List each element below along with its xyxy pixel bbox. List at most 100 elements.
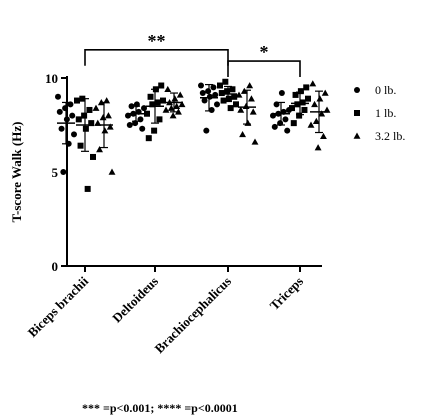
- data-point: [222, 78, 229, 85]
- data-point: [242, 102, 250, 109]
- data-point: [271, 123, 278, 130]
- data-point: [314, 144, 322, 151]
- data-point: [82, 125, 89, 132]
- data-point: [176, 91, 184, 98]
- legend-label: 0 lb.: [375, 83, 396, 97]
- data-point: [244, 119, 252, 126]
- data-point: [249, 108, 257, 115]
- data-point: [212, 91, 219, 98]
- data-point: [296, 112, 303, 119]
- data-point: [311, 100, 319, 108]
- data-point: [86, 106, 93, 113]
- legend-marker: [354, 87, 360, 93]
- data-point: [84, 185, 91, 192]
- data-point: [90, 153, 96, 160]
- legend-marker: [353, 132, 361, 139]
- y-tick-label: 5: [52, 165, 59, 180]
- data-point: [88, 120, 95, 127]
- data-point: [151, 127, 158, 134]
- data-point: [75, 116, 82, 123]
- data-point: [284, 127, 291, 134]
- data-point: [203, 127, 210, 134]
- data-point: [278, 90, 285, 97]
- data-point: [229, 86, 236, 93]
- data-point: [108, 168, 116, 175]
- significance-bracket: [84, 48, 229, 66]
- significance-label: *: [260, 42, 269, 62]
- data-point: [235, 91, 243, 98]
- y-axis-title: T-score Walk (Hz): [9, 122, 24, 223]
- significance-bracket: [227, 60, 301, 78]
- data-point: [81, 112, 88, 119]
- data-point: [74, 97, 80, 104]
- data-point: [162, 106, 170, 113]
- data-point: [303, 84, 310, 91]
- data-point: [56, 108, 63, 115]
- data-point: [171, 95, 179, 102]
- data-point: [217, 82, 223, 89]
- data-point: [69, 112, 76, 119]
- data-point: [77, 142, 84, 149]
- footnote: *** =p<0.001; **** =p<0.0001: [82, 401, 238, 415]
- data-point: [141, 105, 147, 112]
- data-point: [145, 135, 152, 142]
- data-point: [99, 114, 107, 121]
- data-point: [106, 123, 114, 130]
- data-point: [307, 121, 315, 128]
- data-point: [225, 95, 232, 102]
- data-point: [101, 127, 109, 134]
- data-point: [309, 80, 317, 87]
- data-point: [160, 97, 166, 104]
- data-point: [299, 99, 306, 106]
- legend-label: 3.2 lb.: [375, 129, 405, 143]
- data-point: [178, 100, 186, 108]
- data-point: [62, 105, 69, 112]
- data-point: [319, 132, 327, 140]
- data-point: [247, 95, 255, 102]
- data-point: [71, 131, 77, 138]
- data-point: [199, 90, 206, 97]
- x-category-label: Triceps: [267, 274, 307, 314]
- data-point: [104, 112, 112, 119]
- data-point: [231, 93, 238, 100]
- data-point: [233, 101, 239, 108]
- data-point: [144, 110, 150, 117]
- legend-marker: [354, 110, 360, 116]
- data-point: [224, 88, 231, 95]
- data-point: [174, 108, 182, 115]
- data-point: [292, 91, 299, 98]
- x-category-label: Deltoideus: [109, 274, 161, 326]
- data-point: [246, 82, 254, 89]
- data-point: [210, 84, 217, 91]
- data-point: [92, 104, 100, 111]
- data-point: [173, 102, 181, 109]
- significance-label: **: [148, 31, 166, 51]
- data-point: [214, 101, 220, 108]
- data-point: [147, 93, 154, 100]
- data-point: [58, 125, 65, 132]
- data-point: [220, 97, 227, 104]
- data-point: [55, 93, 61, 100]
- y-tick-label: 0: [52, 259, 59, 274]
- data-point: [282, 116, 289, 123]
- data-point: [305, 95, 311, 102]
- data-point: [239, 130, 247, 138]
- data-point: [164, 85, 172, 93]
- plot-area: 0 5 10 Biceps brachii DeltoideusBrachiocepha…: [25, 31, 406, 356]
- data-point: [316, 95, 324, 102]
- data-point: [237, 106, 245, 113]
- y-tick-label: 10: [45, 71, 58, 86]
- data-point: [169, 112, 177, 119]
- data-point: [103, 97, 111, 104]
- data-point: [128, 103, 135, 110]
- data-point: [218, 90, 225, 97]
- data-point: [60, 169, 67, 175]
- data-point: [227, 105, 234, 112]
- legend-label: 1 lb.: [375, 106, 396, 120]
- data-point: [126, 122, 133, 128]
- data-point: [96, 145, 104, 153]
- x-category-label: Biceps brachii: [25, 273, 92, 340]
- data-point: [139, 125, 146, 132]
- data-point: [294, 101, 301, 108]
